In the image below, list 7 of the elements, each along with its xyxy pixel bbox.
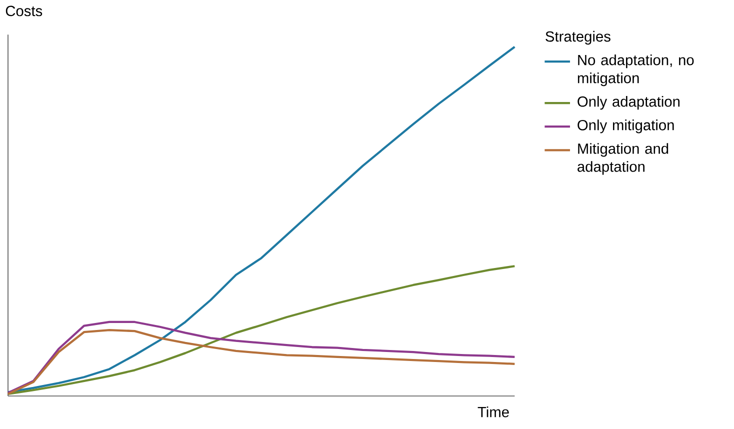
legend-label: Only mitigation [578, 120, 674, 134]
x-axis-title: Time [478, 406, 509, 418]
legend-label: Only adaptation [578, 96, 680, 110]
legend-label: Mitigation and adaptation [578, 143, 668, 175]
legend-title: Strategies [546, 30, 610, 45]
y-axis-title: Costs [6, 6, 42, 16]
legend-label: No adaptation, no mitigation [578, 54, 694, 86]
